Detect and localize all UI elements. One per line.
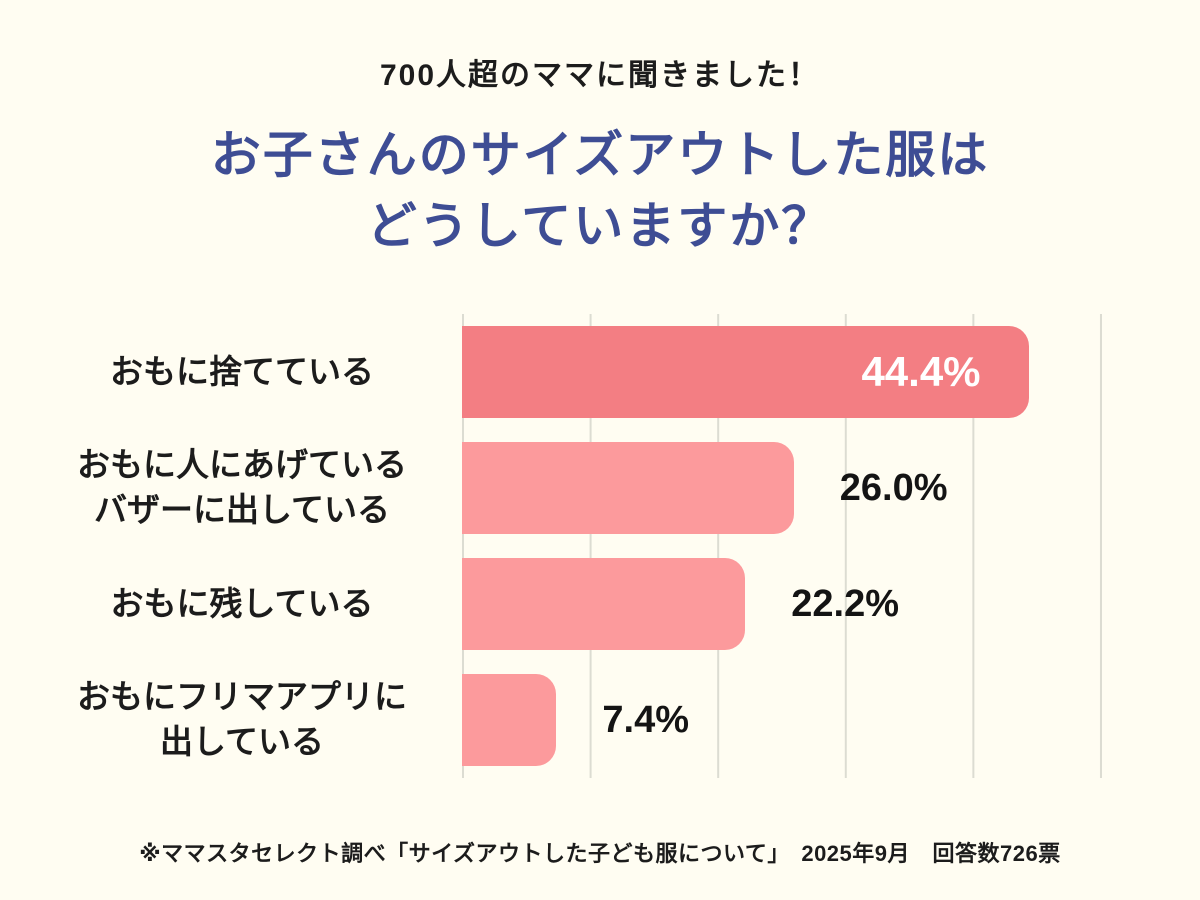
category-label: おもに捨てている [110, 352, 374, 390]
value-label: 22.2% [791, 582, 900, 625]
bar [462, 674, 557, 766]
chart-row: おもに捨てている 44.4% [22, 314, 1102, 430]
value-label: 26.0% [839, 466, 948, 509]
chart-row: おもに人にあげている バザーに出している 26.0% [22, 430, 1102, 546]
value-label: 44.4% [861, 348, 981, 395]
category-label: おもに残している [110, 584, 374, 622]
title-line-2: どうしていますか？ [366, 198, 834, 254]
plot-area: 26.0% [462, 430, 1102, 546]
bar: 44.4% [462, 326, 1029, 418]
chart-row: おもにフリマアプリに 出している 7.4% [22, 662, 1102, 778]
category-label: おもに人にあげている バザーに出している [77, 446, 407, 528]
bar [462, 442, 794, 534]
title-line-1: お子さんのサイズアウトした服は [210, 127, 990, 183]
bar [462, 558, 746, 650]
plot-area: 22.2% [462, 546, 1102, 662]
page-title: お子さんのサイズアウトした服は どうしていますか？ [0, 120, 1200, 262]
bar-chart: おもに捨てている 44.4% おもに人にあげている バザーに出している 26.0% おも… [22, 314, 1102, 778]
value-label: 7.4% [602, 698, 690, 741]
category-label: おもにフリマアプリに 出している [77, 678, 407, 760]
chart-row: おもに残している 22.2% [22, 546, 1102, 662]
plot-area: 7.4% [462, 662, 1102, 778]
survey-footnote: ※ママスタセレクト調べ「サイズアウトした子ども服について」 2025年9月 回答… [139, 841, 1061, 866]
survey-subtitle: 700人超のママに聞きました！ [379, 59, 821, 92]
plot-area: 44.4% [462, 314, 1102, 430]
